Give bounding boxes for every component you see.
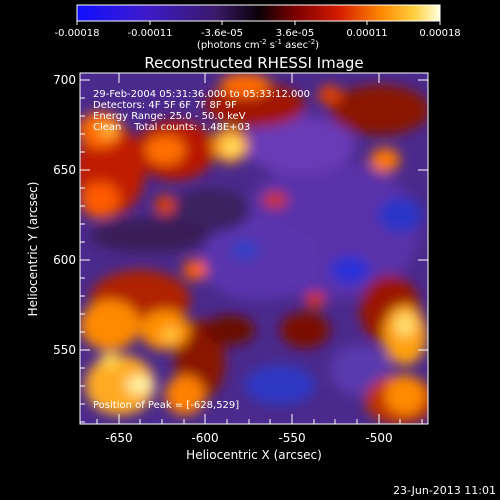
clean-annotation: Clean Total counts: 1.48E+03 (93, 122, 250, 133)
colorbar-ticks (76, 21, 441, 25)
colorbar-tick-label: -3.6e-05 (201, 28, 243, 39)
y-axis-label: Heliocentric Y (arcsec) (26, 182, 40, 317)
x-tick-label: -650 (105, 431, 132, 445)
colorbar-tick-label: -0.00011 (128, 28, 173, 39)
peak-annotation: Position of Peak = [-628,529] (93, 400, 239, 411)
y-tick-label: 650 (53, 163, 76, 177)
colorbar-tick-label: 0.00011 (346, 28, 387, 39)
time-range-annotation: 29-Feb-2004 05:31:36.000 to 05:33:12.000 (93, 89, 310, 100)
x-tick-label: -600 (191, 431, 218, 445)
x-tick-label: -550 (278, 431, 305, 445)
y-tick-label: 600 (53, 253, 76, 267)
y-axis-ticks (80, 79, 428, 423)
colorbar-tick-label: 0.00018 (419, 28, 460, 39)
y-tick-label: 700 (53, 73, 76, 87)
detectors-annotation: Detectors: 4F 5F 6F 7F 8F 9F (93, 100, 237, 111)
footer-date: 23-Jun-2013 11:01 (393, 484, 496, 497)
colorbar (76, 4, 441, 22)
colorbar-tick-label: 3.6e-05 (276, 28, 314, 39)
plot-title: Reconstructed RHESSI Image (144, 54, 363, 72)
colorbar-tick-label: -0.00018 (55, 28, 100, 39)
plot-frame (79, 72, 429, 425)
x-tick-label: -500 (365, 431, 392, 445)
energy-annotation: Energy Range: 25.0 - 50.0 keV (93, 111, 246, 122)
x-axis-ticks (96, 73, 423, 424)
y-tick-label: 550 (53, 343, 76, 357)
x-axis-label: Heliocentric X (arcsec) (186, 448, 322, 462)
colorbar-units: (photons cm-2 s-1 asec-2) (197, 38, 319, 51)
rhessi-image (80, 73, 428, 424)
